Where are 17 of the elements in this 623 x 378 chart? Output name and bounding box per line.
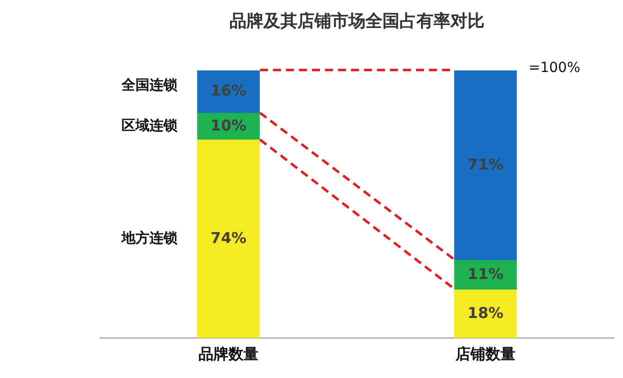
data-label: 18%: [468, 304, 504, 322]
series-label: 地方连锁: [120, 230, 178, 247]
data-label: 10%: [210, 116, 246, 134]
data-label: 74%: [210, 228, 246, 247]
x-tick-label: 品牌数量: [198, 344, 258, 363]
x-tick-label: 店铺数量: [454, 344, 516, 363]
data-label: 71%: [468, 155, 504, 174]
data-label: 11%: [468, 265, 504, 284]
annotation: =100%: [528, 60, 580, 76]
bar: [197, 140, 260, 338]
series-label: 区域连锁: [122, 118, 178, 134]
bar: [454, 290, 517, 338]
data-label: 16%: [210, 82, 246, 100]
series-label: 全国连锁: [120, 77, 178, 94]
bar: [197, 70, 260, 114]
bar: [454, 70, 517, 261]
chart-title: 品牌及其店铺市场全国占有率对比: [230, 12, 484, 32]
